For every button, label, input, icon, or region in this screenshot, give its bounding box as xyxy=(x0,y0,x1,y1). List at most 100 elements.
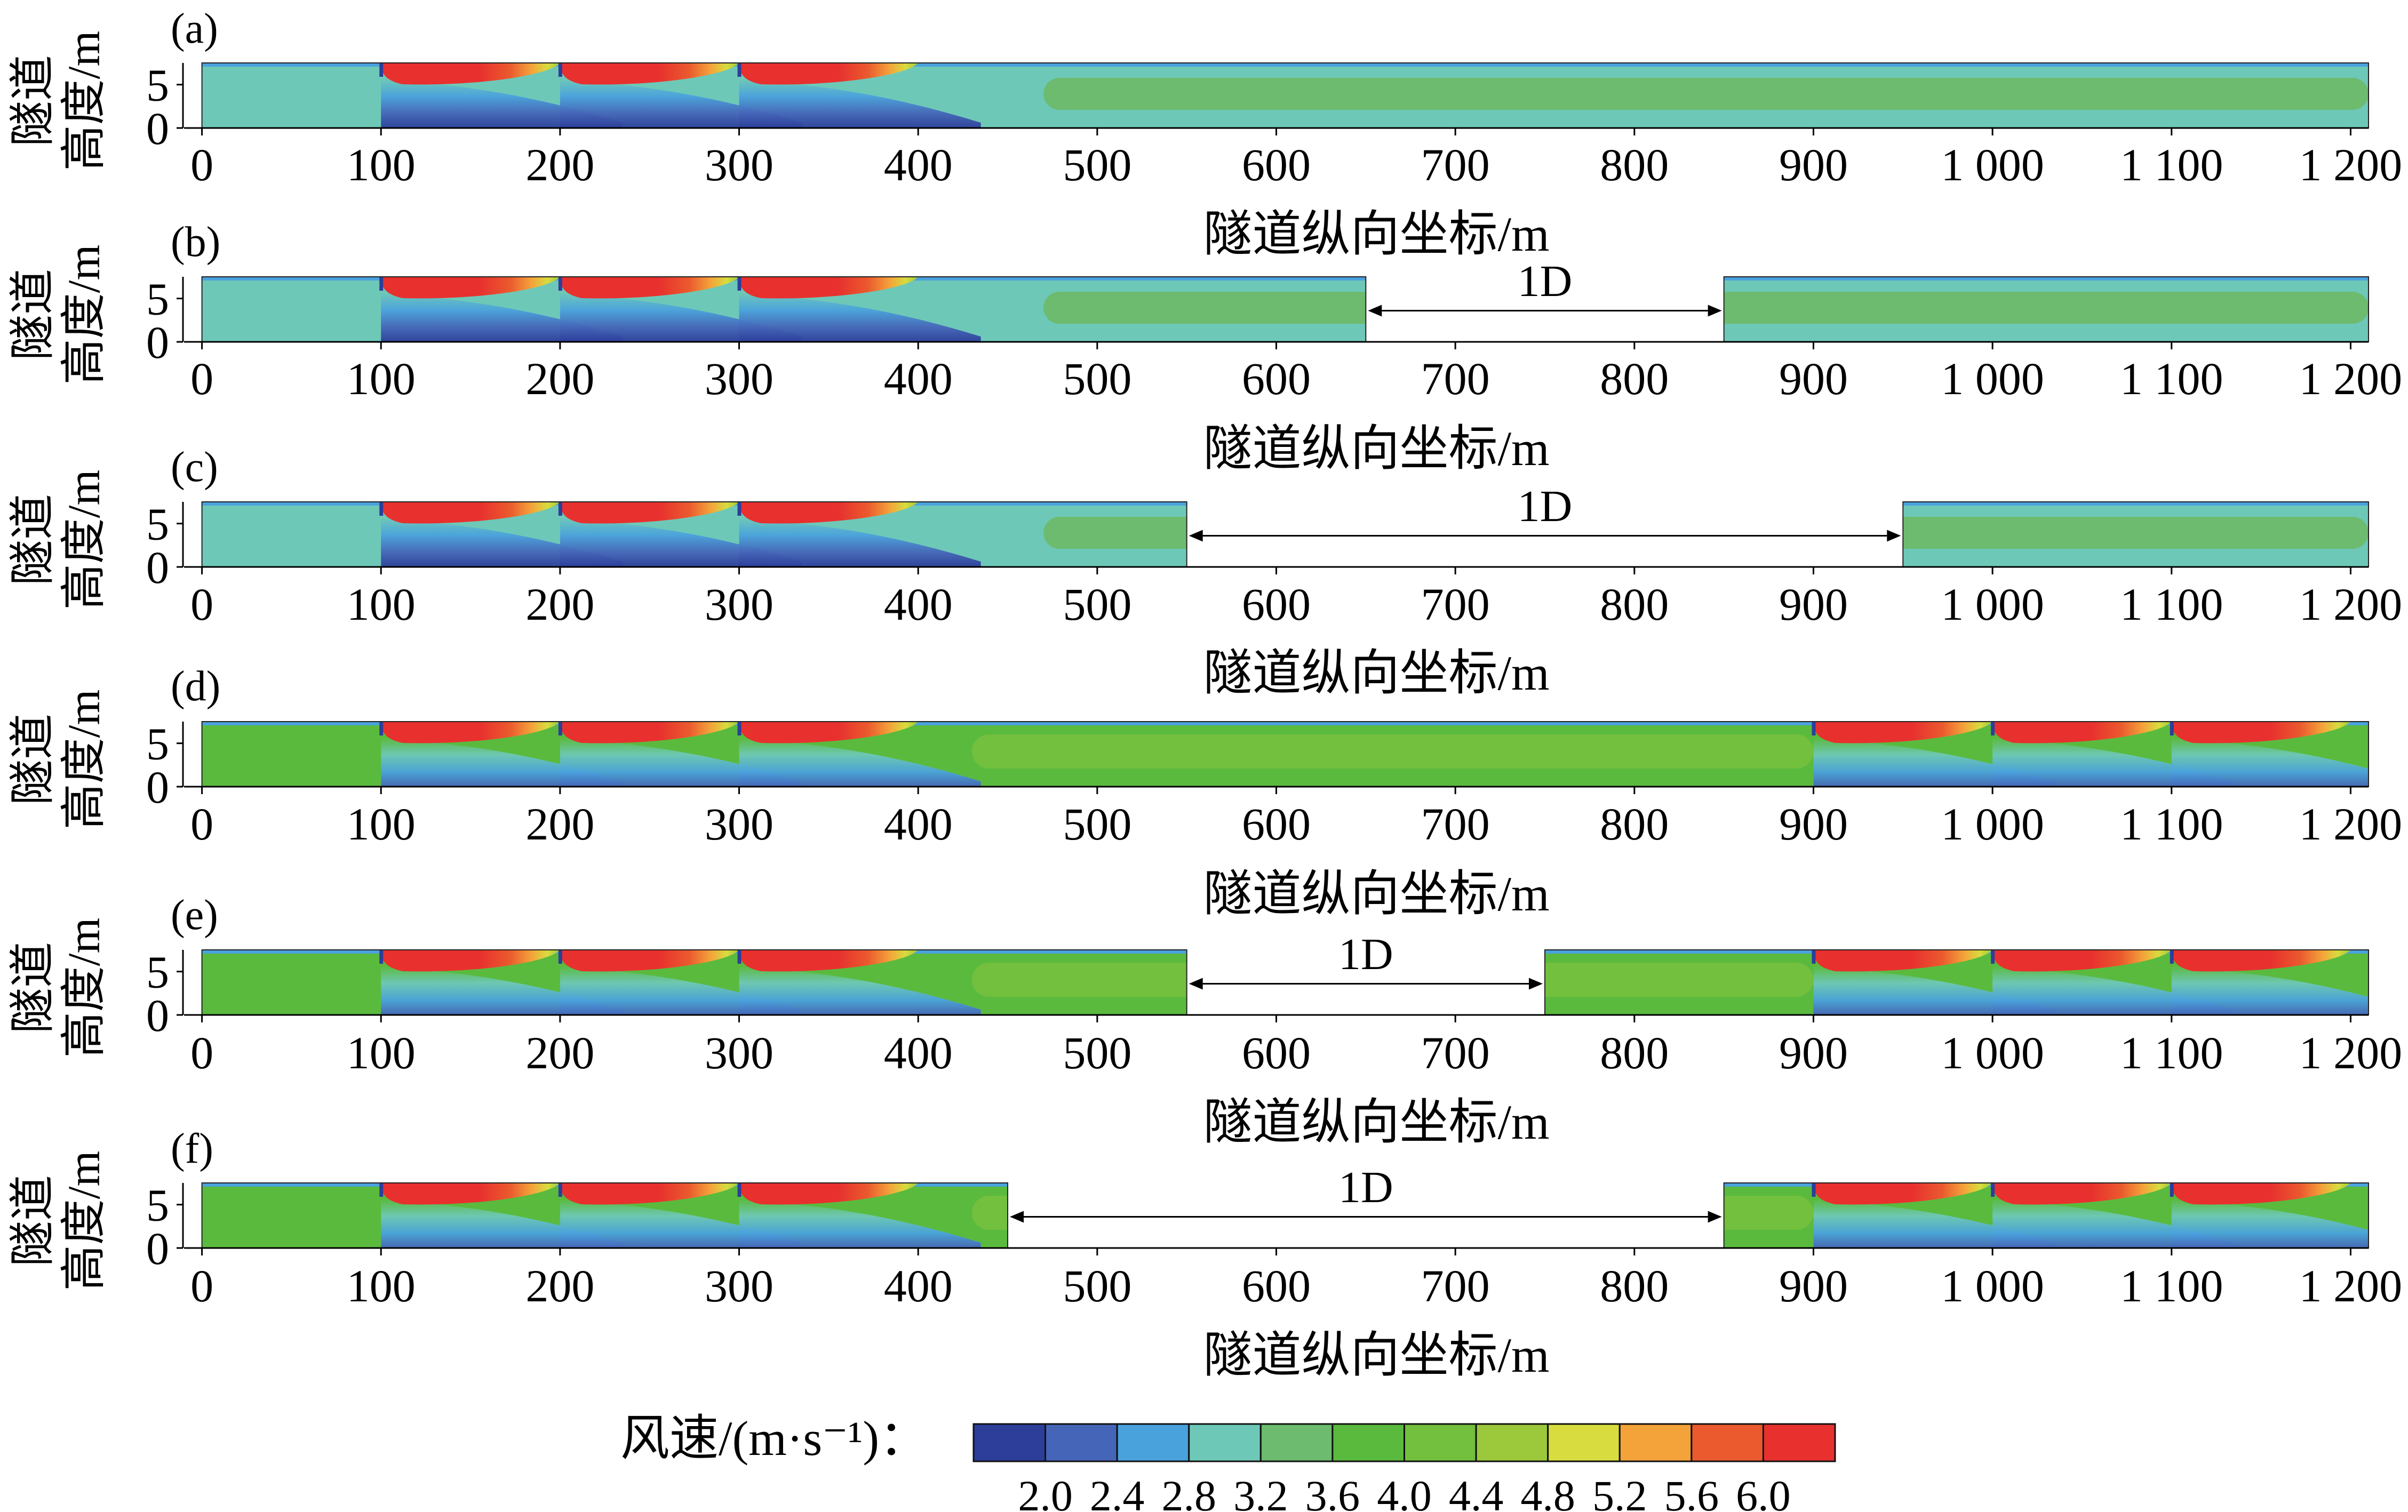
colorbar-swatch xyxy=(1044,1423,1118,1462)
fan-marker xyxy=(379,950,384,964)
fan-marker xyxy=(737,722,741,735)
jet-wake xyxy=(739,966,981,1015)
x-tick-label: 0 xyxy=(190,798,213,850)
colorbar-swatch xyxy=(1188,1423,1262,1462)
x-tick-label: 0 xyxy=(190,353,213,404)
jet-plume xyxy=(2171,1183,2351,1205)
x-tick-label: 800 xyxy=(1600,798,1669,850)
jet-plume xyxy=(1992,1183,2172,1205)
x-tick-label: 800 xyxy=(1600,1027,1669,1078)
x-axis-label: 隧道纵向坐标/m xyxy=(1203,867,1549,921)
fan-marker xyxy=(1991,1183,1995,1197)
x-axis: 0 100 200 300 400 500 600 700 800 900 1 000 1 100 1 … xyxy=(184,566,2402,700)
x-tick-label: 0 xyxy=(190,1260,213,1311)
fan-marker xyxy=(379,722,384,735)
jet-fan xyxy=(737,950,981,1015)
x-tick-label: 900 xyxy=(1779,1260,1848,1311)
fan-marker xyxy=(1812,722,1816,735)
x-axis-label: 隧道纵向坐标/m xyxy=(1203,207,1549,261)
x-tick-label: 400 xyxy=(884,1027,953,1078)
inlet-strip xyxy=(184,63,202,128)
y-tick-label: 5 xyxy=(146,274,169,325)
fan-marker xyxy=(558,1183,562,1197)
colorbar-tick-label: 3.6 xyxy=(1305,1471,1360,1512)
panel-label: (f) xyxy=(171,1125,213,1172)
core-flow-band xyxy=(1043,292,2369,324)
jet-wake xyxy=(739,293,981,342)
x-tick-label: 0 xyxy=(190,579,213,630)
gap-label: 1D xyxy=(1518,482,1573,531)
velocity-field xyxy=(184,722,2369,787)
jet-fan xyxy=(737,502,981,567)
x-tick-label: 700 xyxy=(1421,579,1490,630)
x-tick-label: 1 200 xyxy=(2299,353,2403,404)
ceiling-band xyxy=(202,722,2369,725)
x-tick-label: 100 xyxy=(347,798,416,850)
x-axis: 0 100 200 300 400 500 600 700 800 900 1 000 1 100 1 … xyxy=(184,127,2403,261)
colorbar-swatch xyxy=(1475,1423,1549,1462)
ceiling-band xyxy=(202,63,2369,67)
fan-marker xyxy=(1991,722,1995,735)
inlet-strip xyxy=(184,722,202,787)
x-tick-label: 600 xyxy=(1242,1260,1311,1311)
x-tick-label: 800 xyxy=(1600,353,1669,404)
x-tick-label: 0 xyxy=(190,139,213,190)
y-tick-label: 0 xyxy=(146,542,169,593)
x-tick-label: 900 xyxy=(1779,579,1848,630)
fan-marker xyxy=(558,950,562,964)
colorbar-swatch xyxy=(1404,1423,1477,1462)
fan-marker xyxy=(558,63,562,77)
inlet-strip xyxy=(184,950,202,1015)
panel-label: (e) xyxy=(171,892,218,939)
x-tick-label: 1 200 xyxy=(2299,1027,2403,1078)
gap-arrow-head-left xyxy=(1189,530,1203,542)
jet-plume xyxy=(381,950,560,972)
y-tick-label: 5 xyxy=(146,1180,169,1231)
colorbar-tick-label: 3.2 xyxy=(1233,1471,1288,1512)
colorbar-tick-label: 5.2 xyxy=(1592,1471,1647,1512)
gap-arrow-head-right xyxy=(1708,1211,1722,1223)
jet-plume xyxy=(381,722,560,743)
y-tick-label: 0 xyxy=(146,762,169,813)
fan-marker xyxy=(2170,950,2174,964)
gap-label: 1D xyxy=(1338,1163,1393,1212)
x-tick-label: 200 xyxy=(525,798,594,850)
x-tick-label: 400 xyxy=(884,1260,953,1311)
core-flow-band xyxy=(971,734,1814,769)
y-axis: 05 隧道 高度/m xyxy=(7,31,184,171)
gap-label: 1D xyxy=(1518,257,1573,306)
jet-plume xyxy=(739,950,919,972)
jet-wake xyxy=(739,518,981,567)
jet-plume xyxy=(2171,950,2351,972)
panel-4: 05 隧道 高度/m 0 100 200 300 400 500 600 700 800 900 1 00… xyxy=(7,663,2402,921)
x-tick-label: 200 xyxy=(525,1027,594,1078)
gap-arrow-head-left xyxy=(1189,978,1203,990)
core-flow-band xyxy=(1043,78,2369,110)
y-tick-label: 0 xyxy=(146,1223,169,1274)
jet-fan xyxy=(2170,1183,2369,1248)
jet-plume xyxy=(381,63,560,85)
velocity-field xyxy=(184,950,2369,1015)
x-axis: 0 100 200 300 400 500 600 700 800 900 1 000 1 100 1 … xyxy=(184,1247,2402,1382)
inlet-strip xyxy=(184,1183,202,1248)
fan-marker xyxy=(737,950,741,964)
y-axis-label-line1: 隧道 xyxy=(7,1175,58,1267)
x-tick-label: 700 xyxy=(1421,353,1490,404)
fan-marker xyxy=(379,63,384,77)
fan-marker xyxy=(737,63,741,77)
y-axis: 05 隧道 高度/m xyxy=(7,918,184,1058)
jet-fan xyxy=(2170,722,2369,787)
jet-plume xyxy=(739,722,919,743)
gap-arrow-head-left xyxy=(1368,305,1382,317)
panel-1: 05 隧道 高度/m 0 100 200 300 400 500 600 700 800 900 1 00… xyxy=(7,5,2402,261)
x-tick-label: 1 200 xyxy=(2299,139,2403,190)
x-tick-label: 100 xyxy=(347,1027,416,1078)
colorbar-swatch xyxy=(1762,1423,1836,1462)
fan-marker xyxy=(737,1183,741,1197)
fan-marker xyxy=(379,277,384,291)
jet-fan xyxy=(737,1183,981,1248)
legend-title: 风速/(m·s⁻¹)： xyxy=(620,1411,928,1466)
colorbar-tick-label: 2.0 xyxy=(1018,1471,1073,1512)
